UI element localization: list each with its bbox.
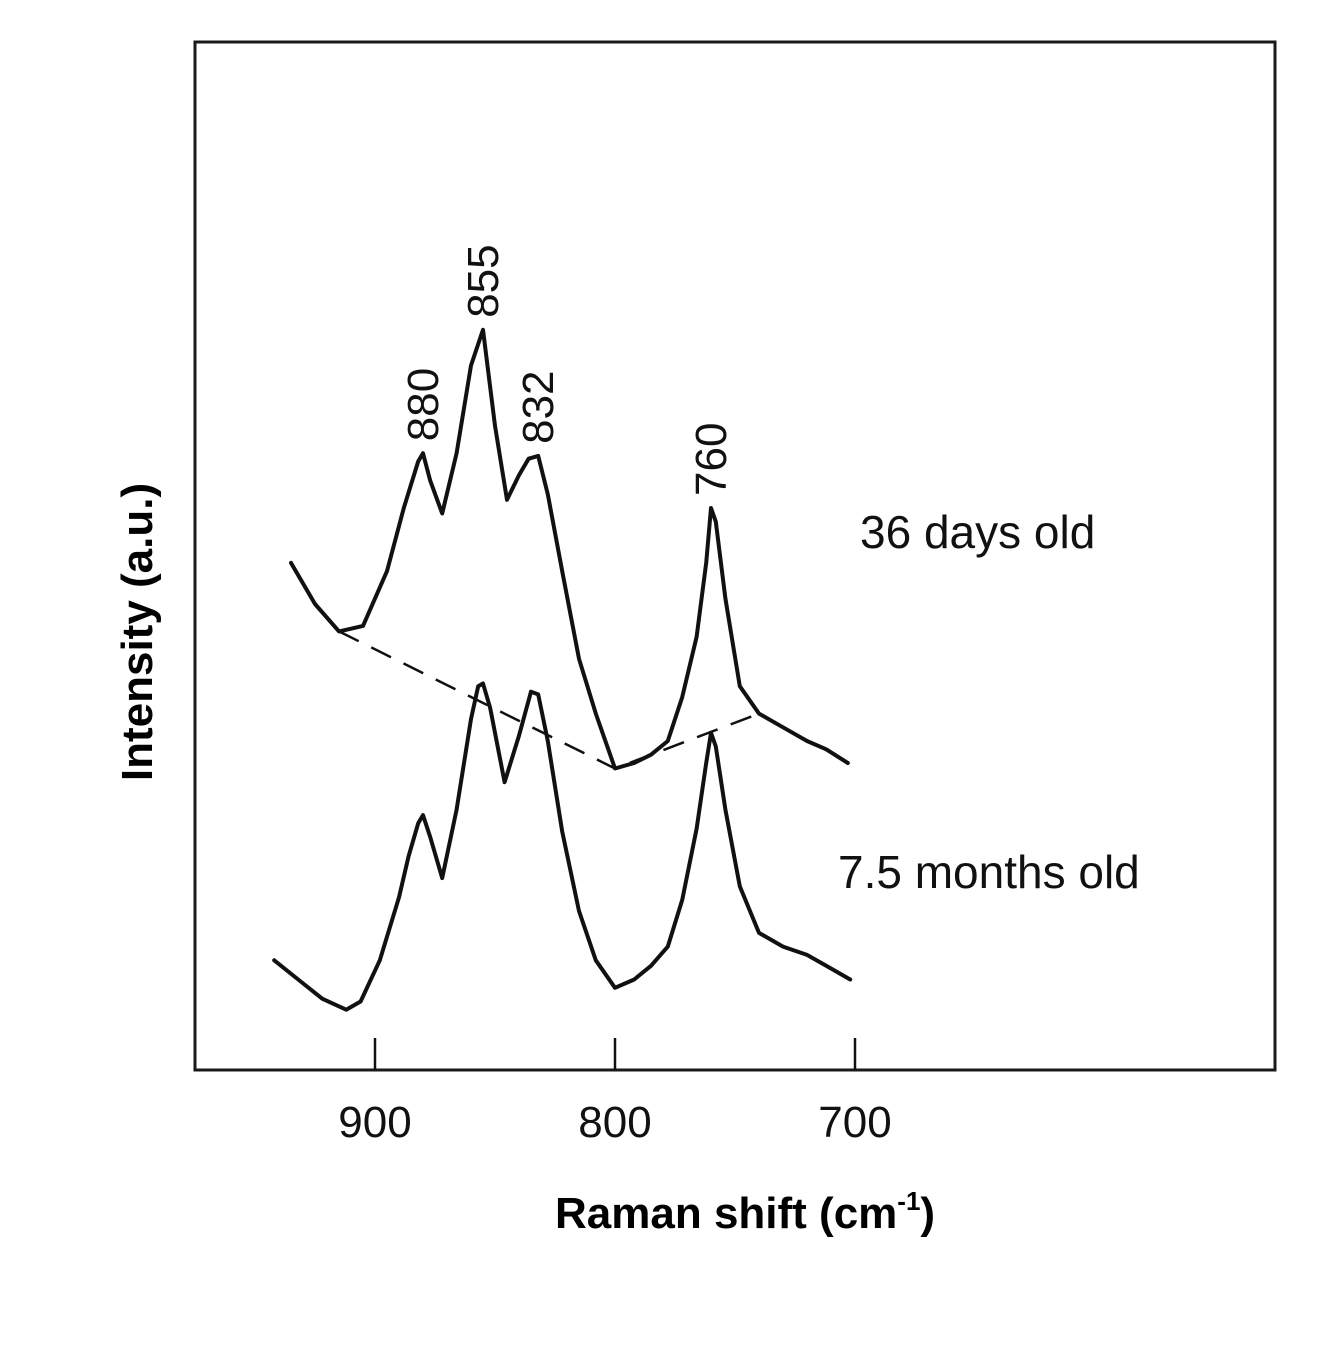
x-tick-label-900: 900 [338,1098,411,1147]
peak-label-760: 760 [687,423,736,496]
x-axis-title-main: Raman shift (cm [555,1189,897,1238]
peak-label-880: 880 [399,368,448,441]
x-axis-title: Raman shift (cm-1) [555,1186,935,1238]
x-tick-label-700: 700 [818,1098,891,1147]
peak-label-layer: 880 855 832 760 [399,244,736,496]
x-axis-title-superscript: -1 [897,1186,920,1216]
series-label-7-5-months: 7.5 months old [838,846,1140,898]
x-tick-label-800: 800 [578,1098,651,1147]
series-label-36-days: 36 days old [860,506,1095,558]
x-tick-layer: 900 800 700 [338,1038,892,1147]
peak-label-832: 832 [514,370,563,443]
series-layer [272,327,853,1012]
y-axis-title: Intensity (a.u.) [113,483,162,781]
spectrum-line-7-5-months-old [272,681,853,1012]
x-axis-title-close: ) [920,1189,935,1238]
spectrum-line-36-days-old [289,327,850,771]
plot-frame [193,40,1277,1072]
peak-label-855: 855 [459,244,508,317]
